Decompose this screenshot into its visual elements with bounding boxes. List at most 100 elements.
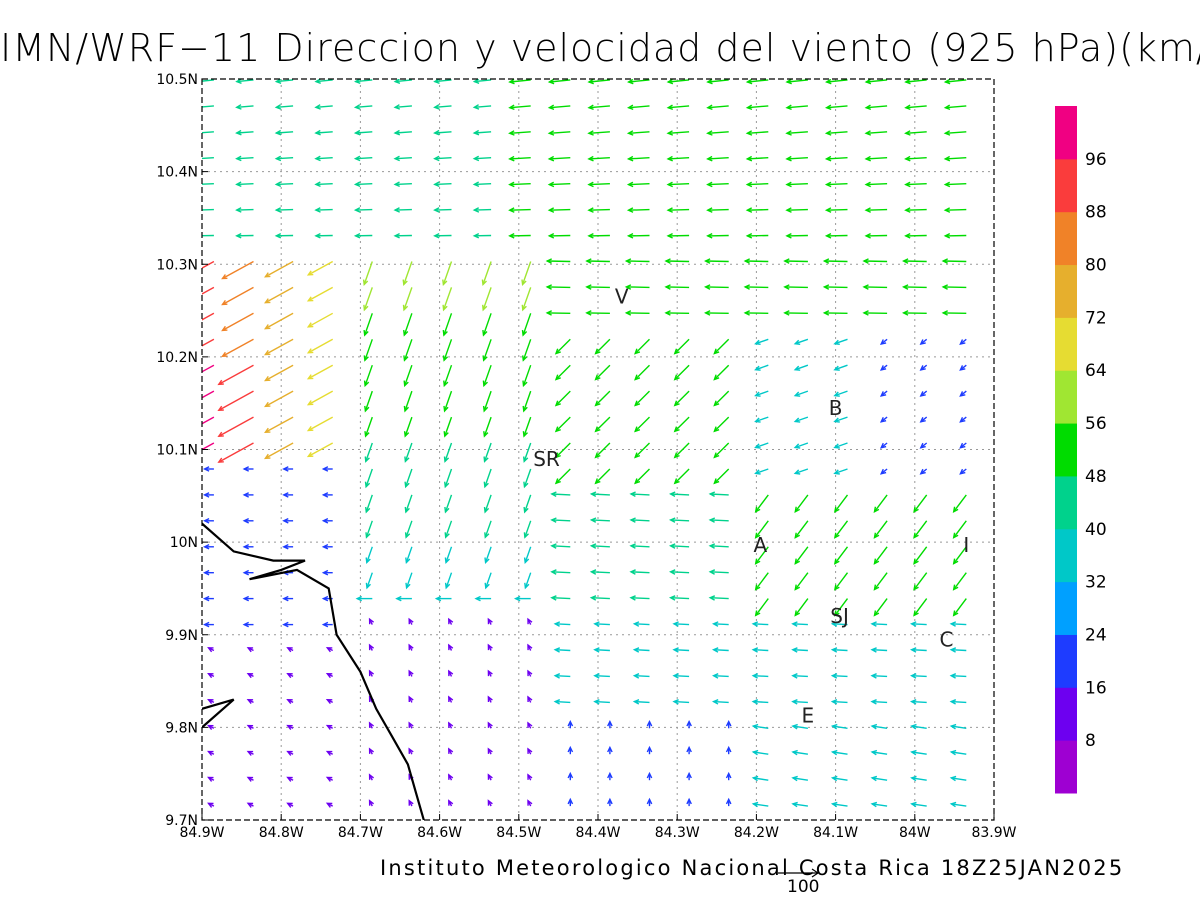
wind-vector <box>624 310 650 316</box>
wind-vector <box>713 416 730 433</box>
wind-vector <box>472 104 492 110</box>
wind-vector <box>833 546 849 565</box>
wind-vector <box>202 208 214 211</box>
wind-vector <box>403 339 413 362</box>
wind-vector <box>862 284 888 290</box>
wind-vector <box>703 284 729 290</box>
wind-vector <box>404 520 413 539</box>
wind-vector <box>286 776 294 782</box>
wind-vector <box>545 310 571 316</box>
wind-vector <box>321 569 333 576</box>
wind-vector <box>794 546 809 565</box>
wind-vector <box>822 284 848 290</box>
wind-vector <box>246 776 254 782</box>
wind-vector <box>547 232 571 239</box>
wind-vector <box>672 647 690 653</box>
wind-vector <box>879 338 888 345</box>
wind-vector <box>754 598 769 617</box>
wind-vector <box>207 647 215 653</box>
wind-vector <box>481 261 492 287</box>
colorbar-label: 24 <box>1085 625 1107 645</box>
colorbar-label: 32 <box>1085 573 1107 593</box>
wind-vector <box>794 572 809 591</box>
wind-vector <box>830 775 848 782</box>
wind-vector <box>785 104 808 111</box>
wind-vector <box>629 569 650 575</box>
wind-vector <box>824 232 848 239</box>
wind-vector <box>433 155 452 162</box>
wind-vector <box>274 129 294 136</box>
wind-vector <box>393 79 412 84</box>
wind-vector <box>202 79 214 84</box>
wind-vector <box>949 775 967 782</box>
wind-vector <box>646 720 653 729</box>
wind-vector <box>207 750 215 756</box>
wind-vector <box>202 157 214 160</box>
wind-vector <box>444 494 453 514</box>
wind-vector <box>448 643 454 651</box>
wind-vector <box>522 416 532 438</box>
colorbar-swatch <box>1055 740 1077 794</box>
wind-vector <box>547 104 571 111</box>
map-title: IMN/WRF−11 Direccion y velocidad del vie… <box>0 26 1200 70</box>
wind-vector <box>522 390 532 413</box>
wind-vector <box>443 416 453 438</box>
wind-vector <box>363 364 373 388</box>
wind-vector <box>408 721 414 729</box>
wind-vector <box>711 699 729 705</box>
wind-vector <box>482 390 492 413</box>
wind-vector <box>754 572 769 591</box>
wind-vector <box>306 442 334 458</box>
colorbar-swatch <box>1055 528 1077 583</box>
wind-vector <box>325 724 334 731</box>
wind-vector <box>833 390 848 397</box>
wind-vector <box>474 595 492 602</box>
wind-vector <box>673 442 690 459</box>
wind-vector <box>521 287 532 312</box>
wind-vector <box>408 695 414 703</box>
wind-vector <box>870 647 888 653</box>
wind-vector <box>442 261 453 287</box>
wind-vector <box>444 546 453 565</box>
wind-vector <box>554 442 571 459</box>
wind-vector <box>870 723 888 730</box>
place-label: I <box>963 533 969 557</box>
wind-vector <box>632 621 650 627</box>
wind-vector <box>487 669 493 677</box>
wind-vector <box>673 364 690 381</box>
wind-vector <box>408 747 414 755</box>
wind-vector <box>587 79 610 85</box>
wind-vector <box>483 416 492 438</box>
wind-vector <box>404 442 413 463</box>
wind-vector <box>870 699 888 705</box>
wind-vector <box>783 258 808 264</box>
wind-vector <box>824 207 848 213</box>
wind-vector <box>523 520 532 539</box>
wind-vector <box>314 155 333 162</box>
wind-vector <box>483 494 492 514</box>
wind-vector <box>354 79 373 84</box>
wind-vector <box>306 260 334 276</box>
wind-vector <box>362 261 373 287</box>
wind-vector <box>524 572 532 590</box>
wind-vector <box>959 416 967 423</box>
wind-vector <box>626 181 650 188</box>
wind-vector <box>634 364 650 381</box>
wind-vector <box>593 647 610 653</box>
wind-vector <box>368 773 375 781</box>
wind-vector <box>593 699 610 705</box>
wind-vector <box>508 181 531 188</box>
wind-vector <box>207 776 215 782</box>
wind-vector <box>314 79 333 84</box>
wind-vector <box>666 207 690 213</box>
wind-vector <box>706 207 729 213</box>
wind-vector <box>873 572 888 591</box>
wind-vector <box>448 695 454 703</box>
wind-vector <box>448 773 454 781</box>
place-label: A <box>754 533 768 557</box>
wind-vector <box>434 595 452 602</box>
wind-vector <box>263 390 294 408</box>
wind-vector <box>306 312 334 328</box>
wind-vector <box>943 104 967 111</box>
wind-vector <box>286 750 294 756</box>
